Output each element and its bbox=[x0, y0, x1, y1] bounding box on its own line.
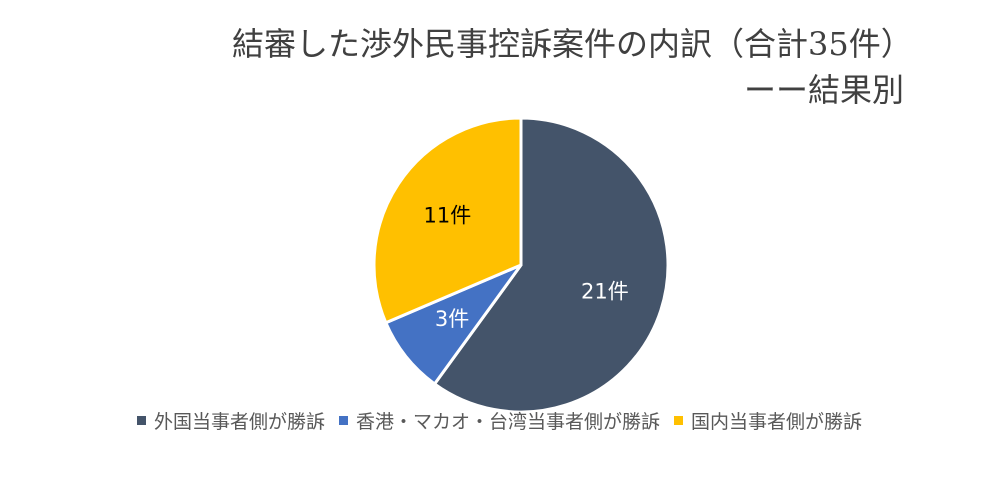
pie-slice-domestic bbox=[372, 116, 523, 325]
pie-slice-foreign bbox=[433, 116, 670, 414]
legend-label-foreign: 外国当事者側が勝訴 bbox=[153, 411, 325, 433]
legend-item-foreign: 外国当事者側が勝訴 bbox=[136, 407, 325, 434]
legend-swatch-hk-macau-taiwan bbox=[338, 416, 348, 425]
legend-label-domestic: 国内当事者側が勝訴 bbox=[691, 411, 863, 433]
data-label-foreign: 21件 bbox=[581, 279, 629, 303]
legend-swatch-foreign bbox=[136, 416, 146, 425]
legend-item-domestic: 国内当事者側が勝訴 bbox=[674, 407, 862, 434]
legend-item-hk-macau-taiwan: 香港・マカオ・台湾当事者側が勝訴 bbox=[338, 407, 660, 434]
data-label-hk-macau-taiwan: 3件 bbox=[435, 307, 469, 331]
chart-title-line2: ーー結果別 bbox=[744, 71, 905, 109]
legend-label-hk-macau-taiwan: 香港・マカオ・台湾当事者側が勝訴 bbox=[355, 411, 660, 433]
legend-swatch-domestic bbox=[674, 416, 683, 425]
chart-legend: 外国当事者側が勝訴 香港・マカオ・台湾当事者側が勝訴 国内当事者側が勝訴 bbox=[0, 407, 999, 434]
data-label-domestic: 11件 bbox=[424, 203, 472, 227]
chart-title-line1: 結審した渉外民事控訴案件の内訳（合計35件） bbox=[232, 25, 913, 63]
